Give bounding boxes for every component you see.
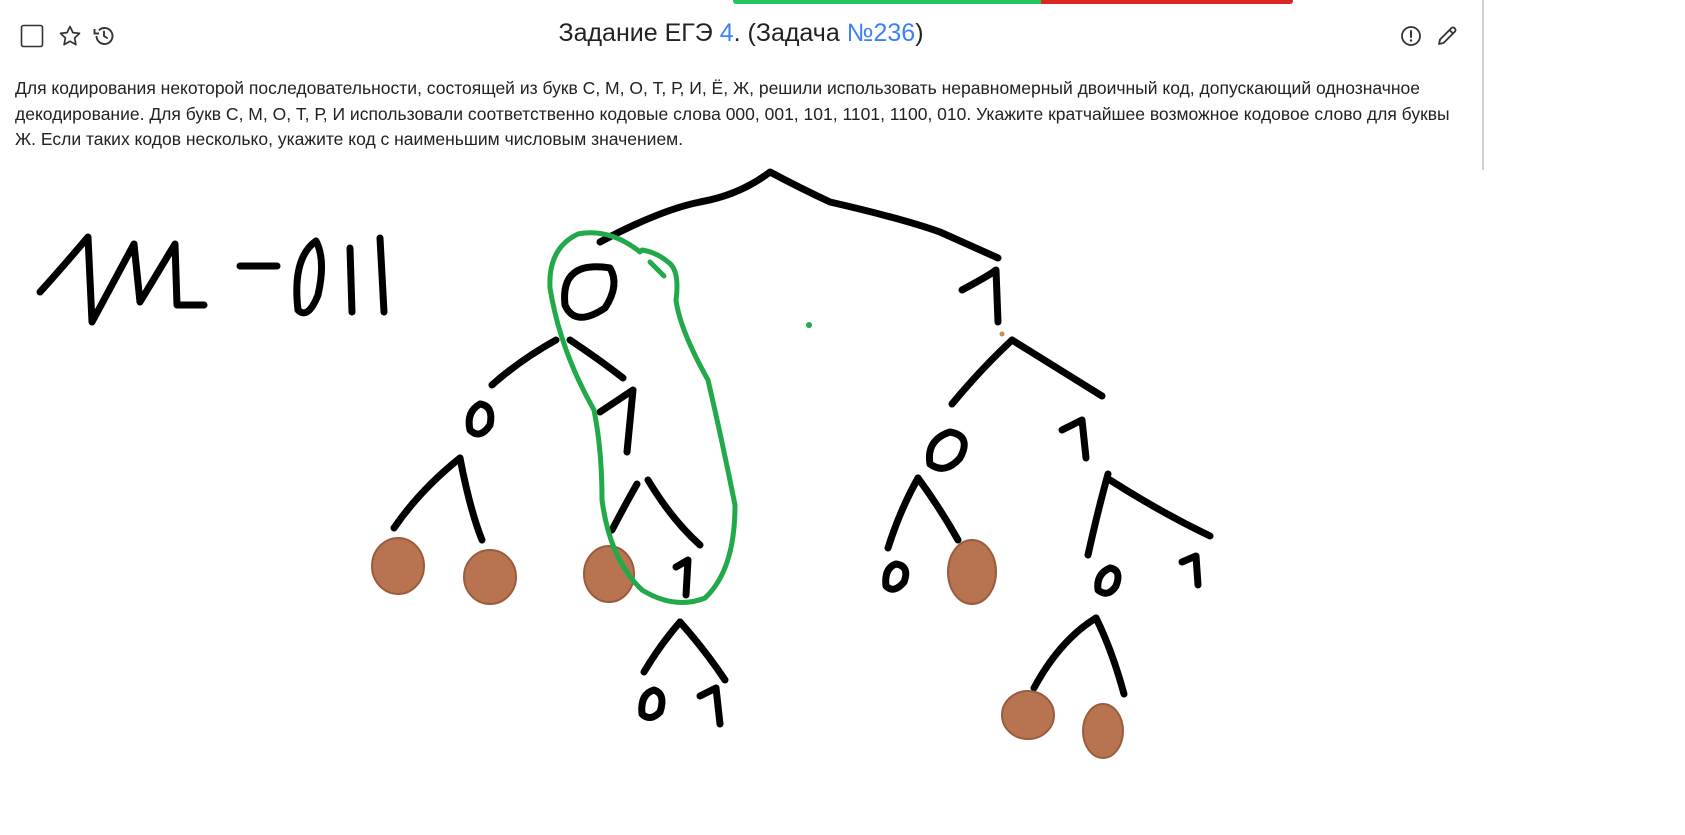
title-suffix: ) bbox=[915, 19, 924, 47]
handwritten-answer-strokes bbox=[36, 233, 388, 326]
handwritten-tree-drawing bbox=[36, 168, 1214, 759]
star-icon[interactable] bbox=[57, 23, 83, 49]
checkbox-icon[interactable] bbox=[19, 23, 45, 49]
panel-divider bbox=[1482, 0, 1484, 170]
page-title: Задание ЕГЭ 4. (Задача №236) bbox=[0, 19, 1482, 48]
edit-pencil-icon[interactable] bbox=[1434, 23, 1460, 49]
problem-number-link[interactable]: №236 bbox=[846, 19, 916, 47]
task-statement: Для кодирования некоторой последовательн… bbox=[15, 78, 1450, 149]
title-middle: . (Задача bbox=[733, 19, 847, 47]
history-icon[interactable] bbox=[91, 23, 117, 49]
task-progress-bar bbox=[733, 0, 1293, 4]
report-icon[interactable] bbox=[1398, 23, 1424, 49]
occupied-leaf-marks bbox=[371, 537, 1124, 759]
progress-wrong-segment bbox=[1041, 0, 1293, 4]
task-number-link[interactable]: 4 bbox=[719, 19, 734, 47]
highlight-loop bbox=[547, 230, 738, 605]
title-prefix: Задание ЕГЭ bbox=[558, 19, 720, 47]
progress-correct-segment bbox=[733, 0, 1041, 4]
